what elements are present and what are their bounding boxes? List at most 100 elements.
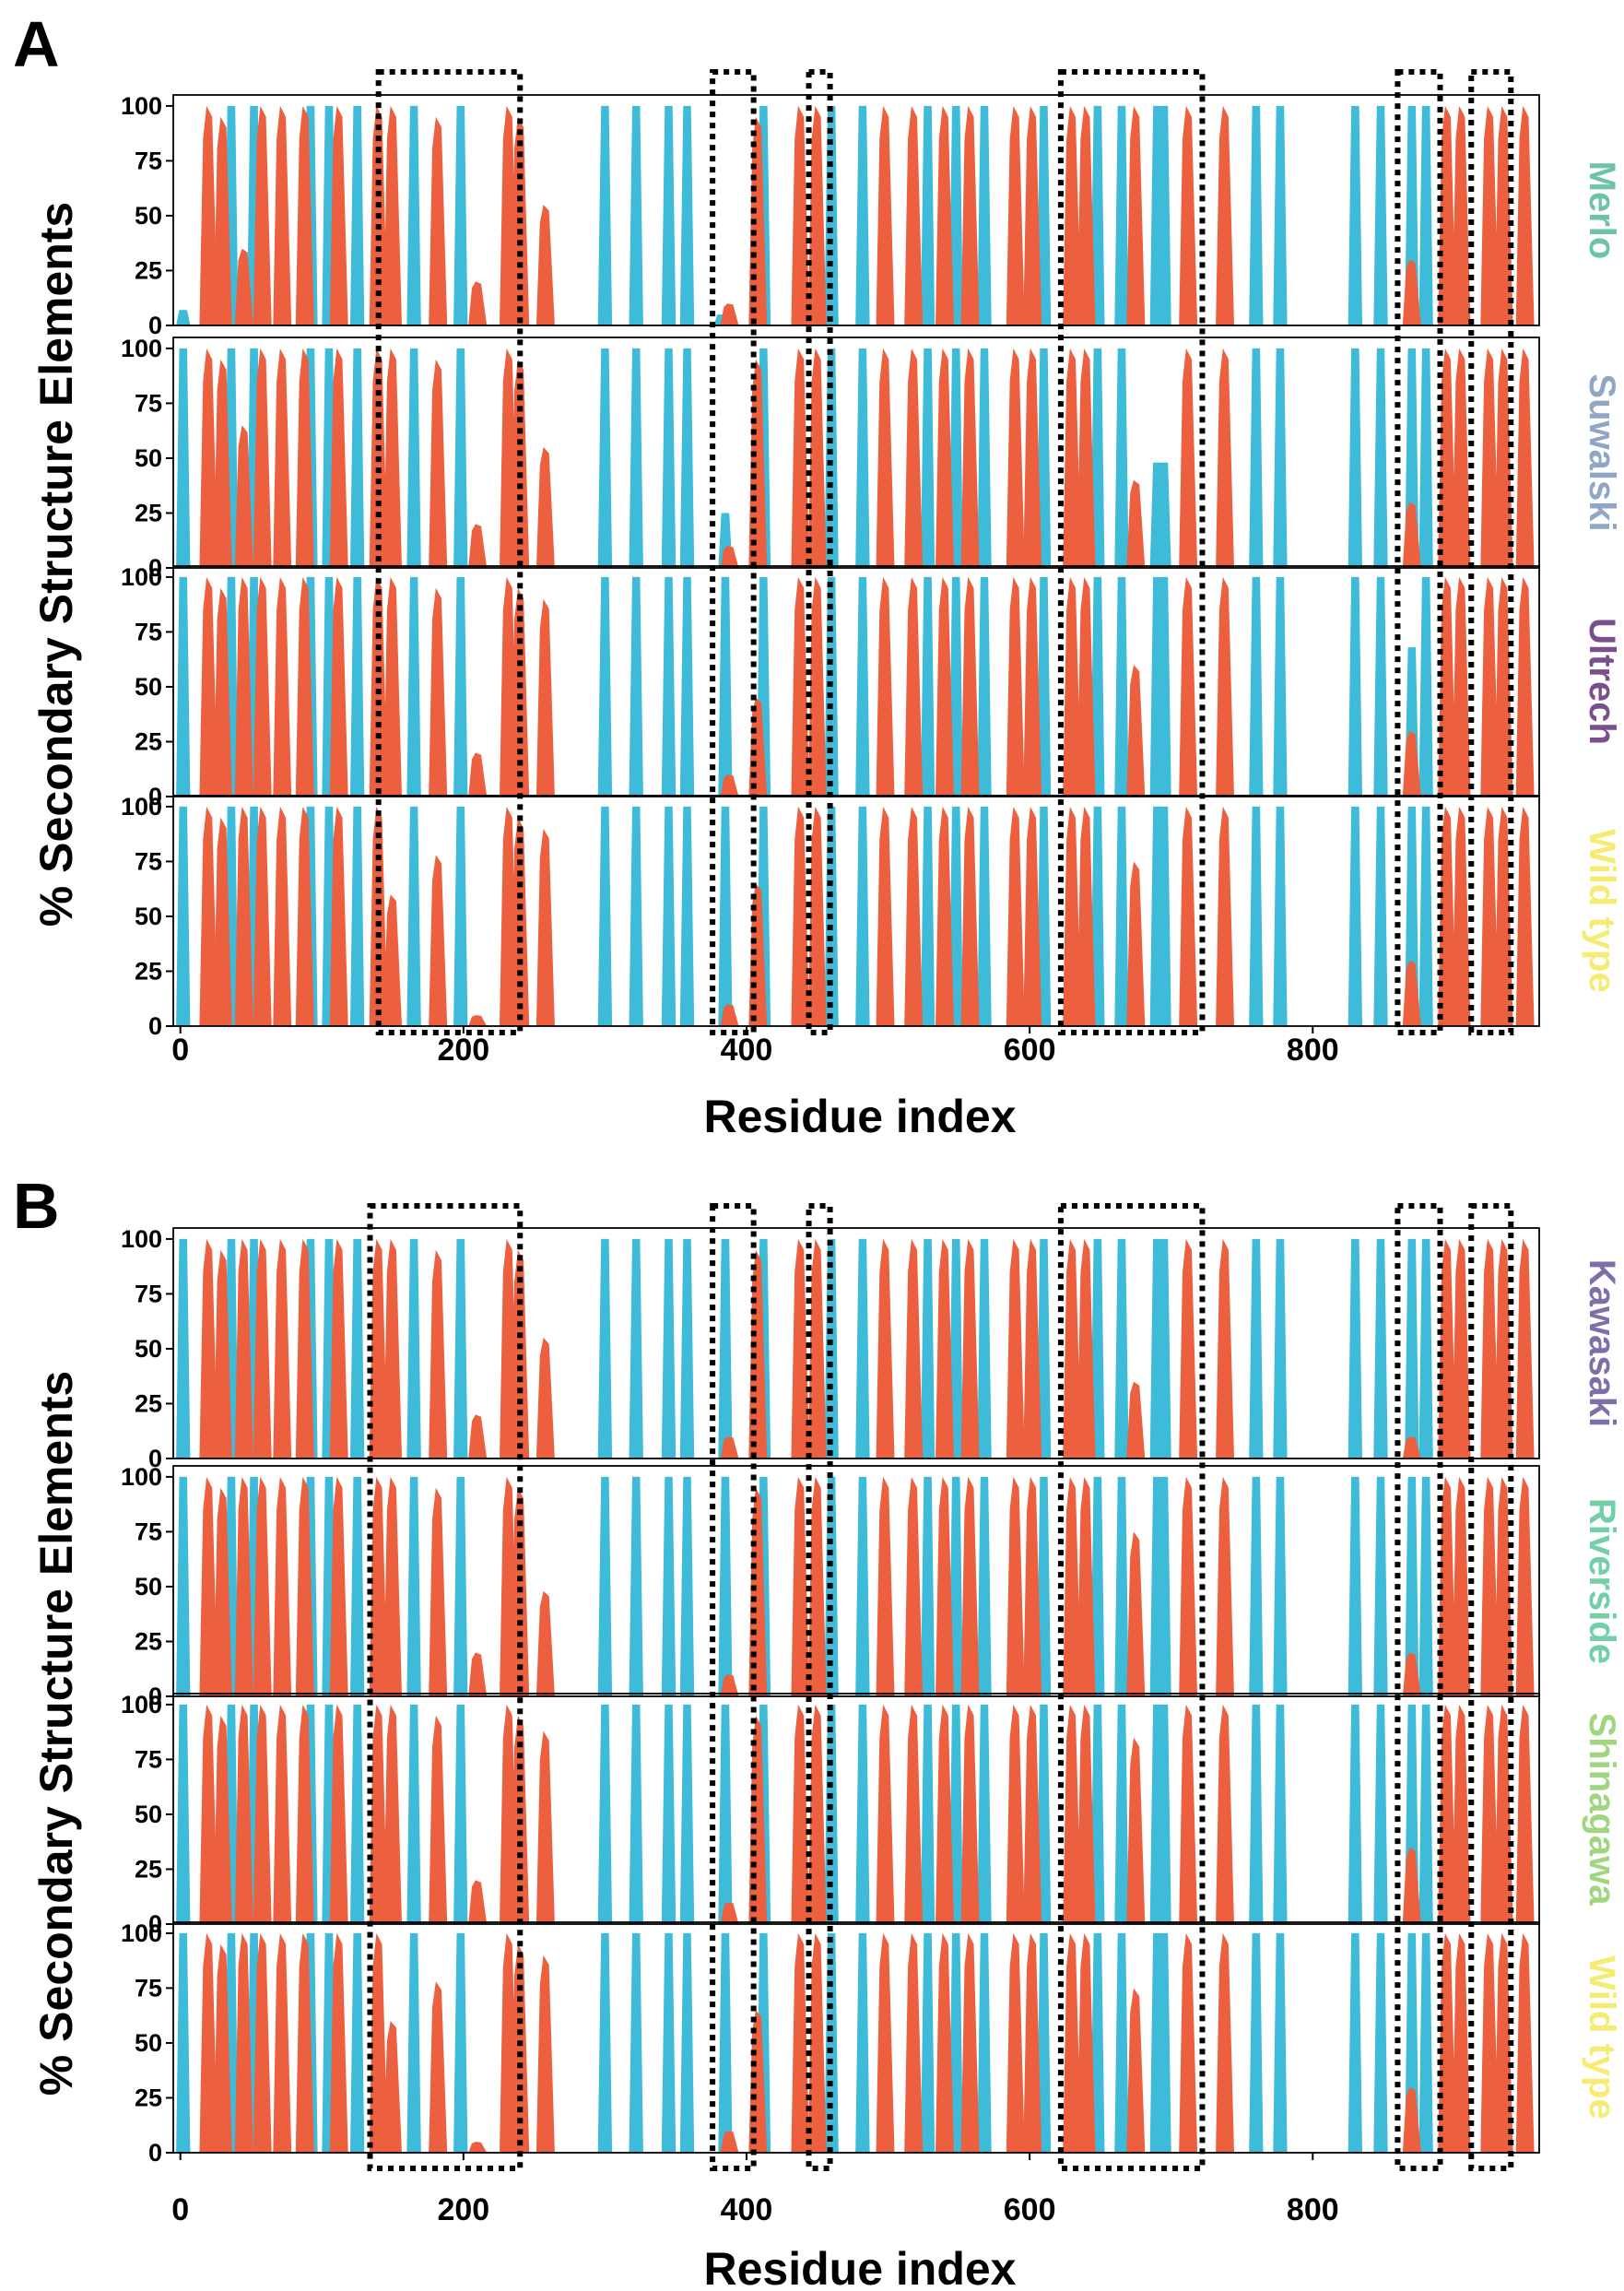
strand-peak-30 [1402,259,1421,325]
panel-a-subplot-3: 0 25 50 75 100 Ultrech [121,563,1622,810]
helix-peak-19 [977,1238,992,1458]
y-tick-label: 0 [148,2139,162,2167]
strand-peak-13 [511,1943,530,2153]
helix-peak-18 [948,348,963,568]
strand-peak-14 [535,1590,555,1696]
y-tick-label: 0 [148,1683,162,1710]
strand-peak-4 [253,806,272,1026]
helix-peak-9 [597,1476,613,1696]
subplot-frame [172,94,1540,326]
highlight-region-box-1 [375,69,524,1035]
helix-peak-17 [920,348,936,568]
strand-peak-18 [807,1704,827,1924]
strand-peak-2 [213,1715,232,1924]
strand-peak-24 [1023,105,1042,326]
strand-peak-29 [1216,1476,1234,1696]
helix-peak-17 [920,806,936,1026]
strand-peak-1 [199,1476,218,1696]
helix-peak-18 [948,1932,963,2153]
helix-peak-13 [718,806,733,1026]
strand-peak-5 [273,1704,292,1924]
strand-peak-32 [1452,806,1471,1026]
strand-peak-32 [1452,105,1471,326]
strand-peak-29 [1216,576,1234,797]
helix-peak-16 [855,576,870,797]
strand-peak-2 [213,1487,232,1696]
strand-peak-21 [936,1932,954,2153]
strand-peak-15 [720,303,739,325]
helix-peak-28 [1373,348,1388,568]
panel-b-x-axis-label: Residue index [704,2243,1017,2291]
x-tick-label: 600 [1004,1033,1056,1068]
strand-peak-5 [273,576,292,797]
helix-peak-18 [948,576,963,797]
helix-peak-30 [1418,105,1433,326]
helix-peak-6 [350,1704,365,1924]
strand-peak-15 [720,1674,739,1696]
helix-peak-27 [1347,348,1362,568]
strand-peak-17 [791,576,810,797]
helix-peak-11 [661,576,677,797]
strand-peak-32 [1452,1932,1471,2153]
strand-peak-2 [213,817,232,1026]
helix-peak-15 [824,1238,839,1458]
strand-peak-25 [1063,1476,1082,1696]
helix-peak-15 [824,348,839,568]
strand-peak-2 [213,116,232,325]
strand-peak-21 [936,806,954,1026]
subplot-frame [172,1693,1540,1925]
strand-peak-35 [1515,1238,1535,1458]
strand-peak-10 [429,1487,448,1696]
strand-peak-8 [369,1704,388,1924]
strand-peak-3 [234,576,253,797]
x-tick-label: 800 [1287,2192,1339,2227]
strand-peak-4 [253,1476,272,1696]
strand-peak-9 [383,348,402,568]
helix-peak-1 [176,1932,191,2153]
strand-peak-28 [1179,348,1198,568]
helix-peak-22 [1114,576,1129,797]
panel-a-subplot-1: 0 25 50 75 100 Merlo [121,92,1622,339]
panel-b-subplot-2: 0 25 50 75 100 Riverside [121,1463,1622,1710]
strand-peak-33 [1480,348,1500,568]
y-tick-label: 25 [135,1855,162,1883]
helix-peak-10 [629,1238,643,1458]
helix-peak-11 [661,1238,677,1458]
highlight-region-box-3 [806,1203,833,2171]
strand-peak-10 [429,1249,448,1458]
helix-peak-15 [824,1932,839,2153]
strand-peak-32 [1452,1238,1471,1458]
helix-peak-21 [1090,1476,1105,1696]
strand-peak-18 [807,806,827,1026]
strand-peak-13 [511,587,530,797]
helix-peak-26 [1273,105,1288,326]
strand-peak-6 [295,806,314,1026]
strand-peak-10 [429,1715,448,1924]
helix-peak-19 [977,1476,992,1696]
strand-peak-15 [720,2131,739,2153]
helix-peak-1 [176,576,191,797]
strand-peak-20 [904,806,924,1026]
helix-peak-24 [1157,576,1171,797]
helix-peak-8 [453,1932,468,2153]
subplot-frame [172,1227,1540,1459]
strand-peak-6 [295,1238,314,1458]
strand-peak-11 [468,752,488,797]
variant-label: Riverside [1582,1498,1622,1664]
strand-peak-20 [904,105,924,326]
strand-peak-25 [1063,348,1082,568]
helix-peak-16 [855,1932,870,2153]
strand-peak-31 [1438,1704,1457,1924]
strand-peak-31 [1438,348,1457,568]
helix-peak-18 [948,1238,963,1458]
helix-peak-11 [661,348,677,568]
strand-peak-3 [234,1238,253,1458]
strand-peak-11 [468,281,488,325]
strand-peak-9 [383,2021,402,2153]
y-tick-label: 0 [148,1910,162,1938]
helix-peak-22 [1114,1932,1129,2153]
strand-peak-24 [1023,348,1042,568]
helix-peak-17 [920,1932,936,2153]
strand-peak-14 [535,205,555,325]
panel-a-subplot-2: 0 25 50 75 100 Suwalski [121,335,1622,582]
